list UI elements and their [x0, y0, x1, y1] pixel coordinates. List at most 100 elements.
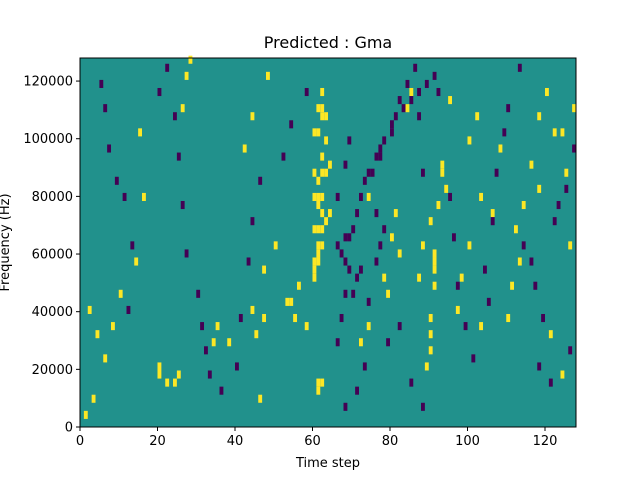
heatmap-cell: [548, 378, 553, 387]
heatmap-cell: [541, 313, 546, 323]
heatmap-cell: [556, 200, 561, 210]
heatmap-cell: [347, 233, 352, 242]
heatmap-cell: [297, 281, 301, 290]
heatmap-cell: [390, 128, 394, 137]
heatmap-cell: [479, 192, 484, 201]
heatmap-cell: [281, 152, 286, 161]
heatmap-cell: [320, 192, 325, 201]
heatmap-cell: [343, 160, 348, 169]
heatmap-cell: [316, 200, 321, 210]
heatmap-cell: [95, 330, 100, 339]
heatmap-cell: [339, 313, 344, 323]
heatmap-cell: [316, 225, 321, 234]
heatmap-cell: [432, 257, 437, 266]
x-axis-ticks: 0 20 40 60 80 100 120: [76, 427, 557, 449]
heatmap-cell: [289, 297, 294, 306]
heatmap-cell: [382, 136, 387, 145]
heatmap-cell: [409, 87, 414, 97]
heatmap-cell: [390, 233, 394, 242]
heatmap-cell: [390, 120, 394, 129]
heatmap-cell: [560, 128, 565, 137]
heatmap-cell: [498, 144, 503, 153]
heatmap-cell: [320, 378, 325, 387]
heatmap-cell: [254, 330, 259, 339]
heatmap-cell: [180, 104, 185, 113]
heatmap-cell: [324, 217, 329, 226]
heatmap-cell: [107, 144, 112, 153]
heatmap-cell: [335, 192, 340, 201]
heatmap-cell: [490, 209, 495, 218]
heatmap-cell: [312, 192, 317, 201]
heatmap-cell: [359, 192, 363, 201]
heatmap-cell: [351, 225, 356, 234]
heatmap-cell: [552, 128, 557, 137]
x-tick-label: 80: [382, 434, 399, 449]
heatmap-cell: [176, 370, 181, 379]
heatmap-cell: [227, 338, 232, 347]
heatmap-cell: [335, 338, 340, 347]
heatmap-cells: [83, 55, 577, 419]
heatmap-cell: [421, 402, 425, 411]
heatmap-cell: [424, 79, 429, 88]
heatmap-cell: [382, 273, 387, 282]
heatmap-cell: [320, 241, 325, 250]
heatmap-cell: [316, 176, 321, 185]
heatmap-cell: [432, 71, 437, 80]
heatmap-cell: [165, 63, 170, 72]
heatmap-cell: [355, 273, 360, 282]
heatmap-cell: [362, 362, 367, 371]
heatmap-cell: [537, 184, 542, 193]
heatmap-cell: [343, 402, 348, 411]
heatmap-cell: [250, 305, 255, 314]
heatmap-cell: [448, 192, 453, 201]
heatmap-cell: [114, 176, 119, 185]
heatmap-cell: [235, 362, 239, 371]
heatmap-cell: [409, 96, 414, 105]
heatmap-cell: [521, 200, 526, 210]
heatmap-cell: [180, 200, 185, 210]
heatmap-cell: [428, 313, 433, 323]
heatmap-cell: [459, 273, 464, 282]
heatmap-cell: [471, 354, 476, 363]
heatmap-cell: [103, 354, 108, 363]
heatmap-cell: [258, 176, 263, 185]
heatmap-cell: [312, 128, 317, 137]
heatmap-cell: [517, 63, 522, 72]
heatmap-cell: [432, 281, 437, 290]
heatmap-cell: [316, 241, 321, 250]
heatmap-cell: [572, 104, 577, 113]
heatmap-cell: [238, 313, 243, 323]
heatmap-cell: [312, 265, 317, 274]
heatmap-cell: [111, 322, 115, 331]
heatmap-cell: [510, 281, 515, 290]
heatmap-cell: [219, 386, 224, 395]
heatmap-cell: [370, 168, 375, 177]
heatmap-cell: [316, 104, 321, 113]
heatmap-cell: [188, 55, 193, 64]
heatmap-cell: [157, 87, 162, 97]
y-tick-label: 80000: [32, 190, 73, 205]
heatmap-cell: [393, 112, 398, 121]
heatmap-cell: [316, 257, 321, 266]
heatmap-cell: [316, 386, 321, 395]
heatmap-cell: [424, 362, 429, 371]
y-tick-label: 60000: [32, 248, 73, 263]
heatmap-cell: [289, 120, 294, 129]
heatmap-cell: [157, 362, 162, 371]
heatmap-cell: [366, 192, 371, 201]
heatmap-cell: [529, 257, 534, 266]
heatmap-cell: [138, 128, 143, 137]
heatmap-cell: [211, 338, 216, 347]
heatmap-cell: [401, 104, 406, 113]
heatmap-cell: [436, 87, 441, 97]
plot-frame: [79, 57, 577, 428]
heatmap-cell: [374, 257, 379, 266]
heatmap-cell: [328, 209, 332, 218]
heatmap-cell: [204, 346, 208, 355]
heatmap-cell: [366, 168, 371, 177]
heatmap-cell: [347, 265, 352, 274]
heatmap-cell: [324, 136, 329, 145]
heatmap-cell: [312, 257, 317, 266]
heatmap-cell: [215, 322, 220, 331]
